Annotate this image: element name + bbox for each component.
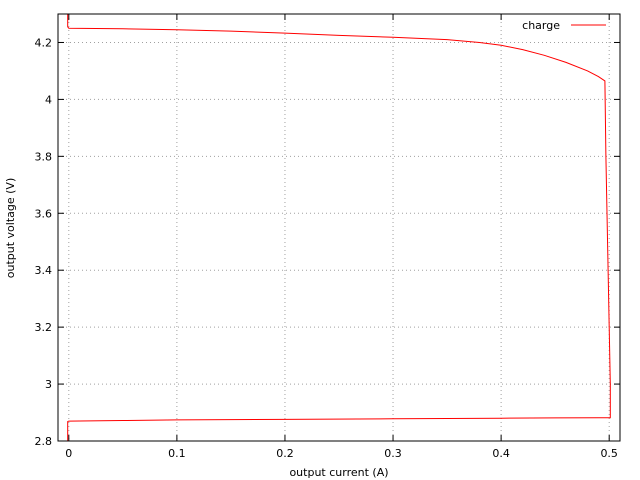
x-tick-label: 0.5 [600, 447, 618, 460]
x-tick-label: 0 [65, 447, 72, 460]
legend: charge [522, 19, 606, 32]
x-axis-title: output current (A) [289, 466, 388, 479]
y-tick-label: 3.8 [35, 150, 53, 163]
x-tick-label: 0.1 [168, 447, 186, 460]
y-tick-label: 3.6 [35, 207, 53, 220]
y-tick-label: 3.4 [35, 264, 53, 277]
y-tick-label: 2.8 [35, 435, 53, 448]
series-line-charge [67, 14, 611, 441]
legend-label: charge [522, 19, 560, 32]
ticks: 0 0.1 0.2 0.3 0.4 0.5 2.8 3 3.2 3.4 3.6 3.8 4 4.2 [35, 14, 620, 460]
y-tick-label: 4 [45, 93, 52, 106]
series [67, 14, 611, 441]
x-tick-label: 0.4 [492, 447, 510, 460]
plot-frame [57, 13, 621, 442]
y-tick-label: 3 [45, 378, 52, 391]
grid [58, 14, 620, 442]
y-tick-label: 4.2 [35, 36, 53, 49]
x-tick-label: 0.3 [384, 447, 402, 460]
y-tick-label: 3.2 [35, 321, 53, 334]
y-axis-title: output voltage (V) [4, 178, 17, 278]
x-tick-label: 0.2 [276, 447, 294, 460]
